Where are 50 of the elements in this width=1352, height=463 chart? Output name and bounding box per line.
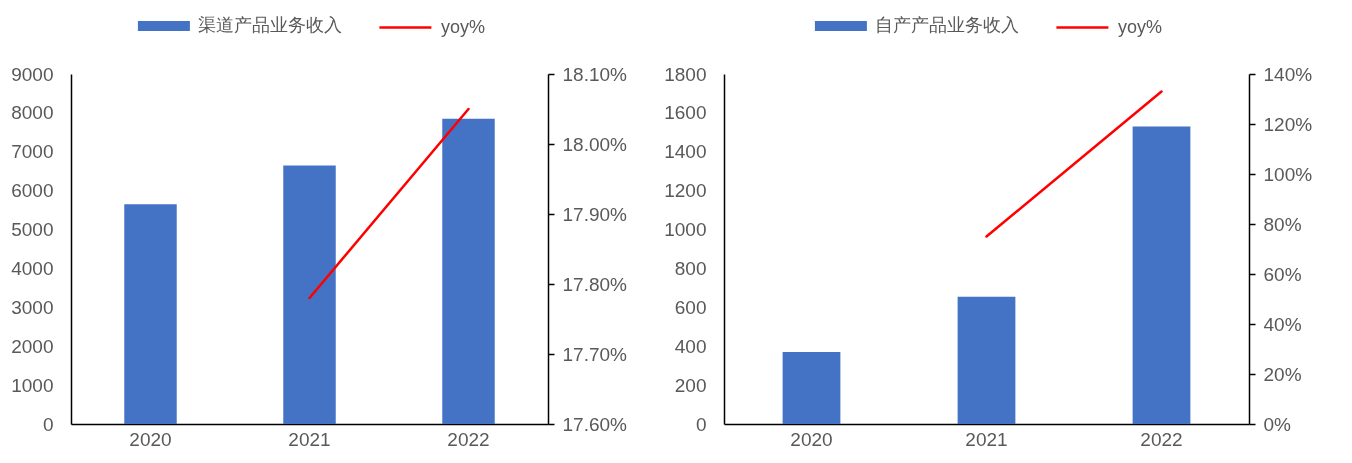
y-tick-label: 800 bbox=[674, 257, 707, 279]
y2-tick-label: 0% bbox=[1263, 413, 1292, 435]
y-tick-label: 3000 bbox=[11, 296, 54, 318]
y-tick-label: 1000 bbox=[11, 374, 54, 396]
y-tick-label: 1800 bbox=[664, 63, 707, 85]
y-tick-label: 7000 bbox=[11, 141, 54, 163]
bar bbox=[1132, 126, 1191, 424]
y-tick-label: 4000 bbox=[11, 257, 54, 279]
y2-tick-label: 120% bbox=[1263, 113, 1313, 135]
legend-label: yoy% bbox=[1117, 16, 1162, 37]
y2-tick-label: 140% bbox=[1263, 63, 1313, 85]
y-tick-label: 9000 bbox=[11, 63, 54, 85]
y-tick-label: 1200 bbox=[664, 180, 707, 202]
y2-tick-label: 17.80% bbox=[562, 273, 628, 295]
y2-tick-label: 18.00% bbox=[562, 133, 628, 155]
bar bbox=[124, 204, 177, 424]
y-tick-label: 5000 bbox=[11, 219, 54, 241]
x-tick-label: 2021 bbox=[288, 428, 331, 450]
y2-tick-label: 17.60% bbox=[562, 413, 628, 435]
y-tick-label: 400 bbox=[674, 335, 707, 357]
y-tick-label: 1000 bbox=[664, 219, 707, 241]
bar bbox=[782, 352, 841, 424]
y2-tick-label: 17.70% bbox=[562, 343, 628, 365]
y-tick-label: 200 bbox=[674, 374, 707, 396]
bar bbox=[283, 165, 336, 424]
y-tick-label: 8000 bbox=[11, 102, 54, 124]
y2-tick-label: 18.10% bbox=[562, 63, 628, 85]
legend-label: 自产产品业务收入 bbox=[874, 15, 1019, 35]
bar bbox=[442, 118, 495, 424]
bar bbox=[957, 296, 1016, 424]
y-tick-label: 1400 bbox=[664, 141, 707, 163]
y2-tick-label: 40% bbox=[1263, 313, 1302, 335]
y2-tick-label: 80% bbox=[1263, 213, 1302, 235]
y2-tick-label: 60% bbox=[1263, 263, 1302, 285]
x-tick-label: 2020 bbox=[129, 428, 172, 450]
y2-tick-label: 17.90% bbox=[562, 203, 628, 225]
legend-label: 渠道产品业务收入 bbox=[197, 15, 342, 35]
y-tick-label: 600 bbox=[674, 296, 707, 318]
x-tick-label: 2022 bbox=[1140, 428, 1183, 450]
x-tick-label: 2022 bbox=[447, 428, 490, 450]
y-tick-label: 1600 bbox=[664, 102, 707, 124]
y-tick-label: 2000 bbox=[11, 335, 54, 357]
y-tick-label: 0 bbox=[695, 413, 707, 435]
x-tick-label: 2021 bbox=[965, 428, 1008, 450]
y2-tick-label: 20% bbox=[1263, 363, 1302, 385]
legend-label: yoy% bbox=[440, 16, 485, 37]
y2-tick-label: 100% bbox=[1263, 163, 1313, 185]
x-tick-label: 2020 bbox=[790, 428, 833, 450]
y-tick-label: 6000 bbox=[11, 180, 54, 202]
y-tick-label: 0 bbox=[42, 413, 54, 435]
